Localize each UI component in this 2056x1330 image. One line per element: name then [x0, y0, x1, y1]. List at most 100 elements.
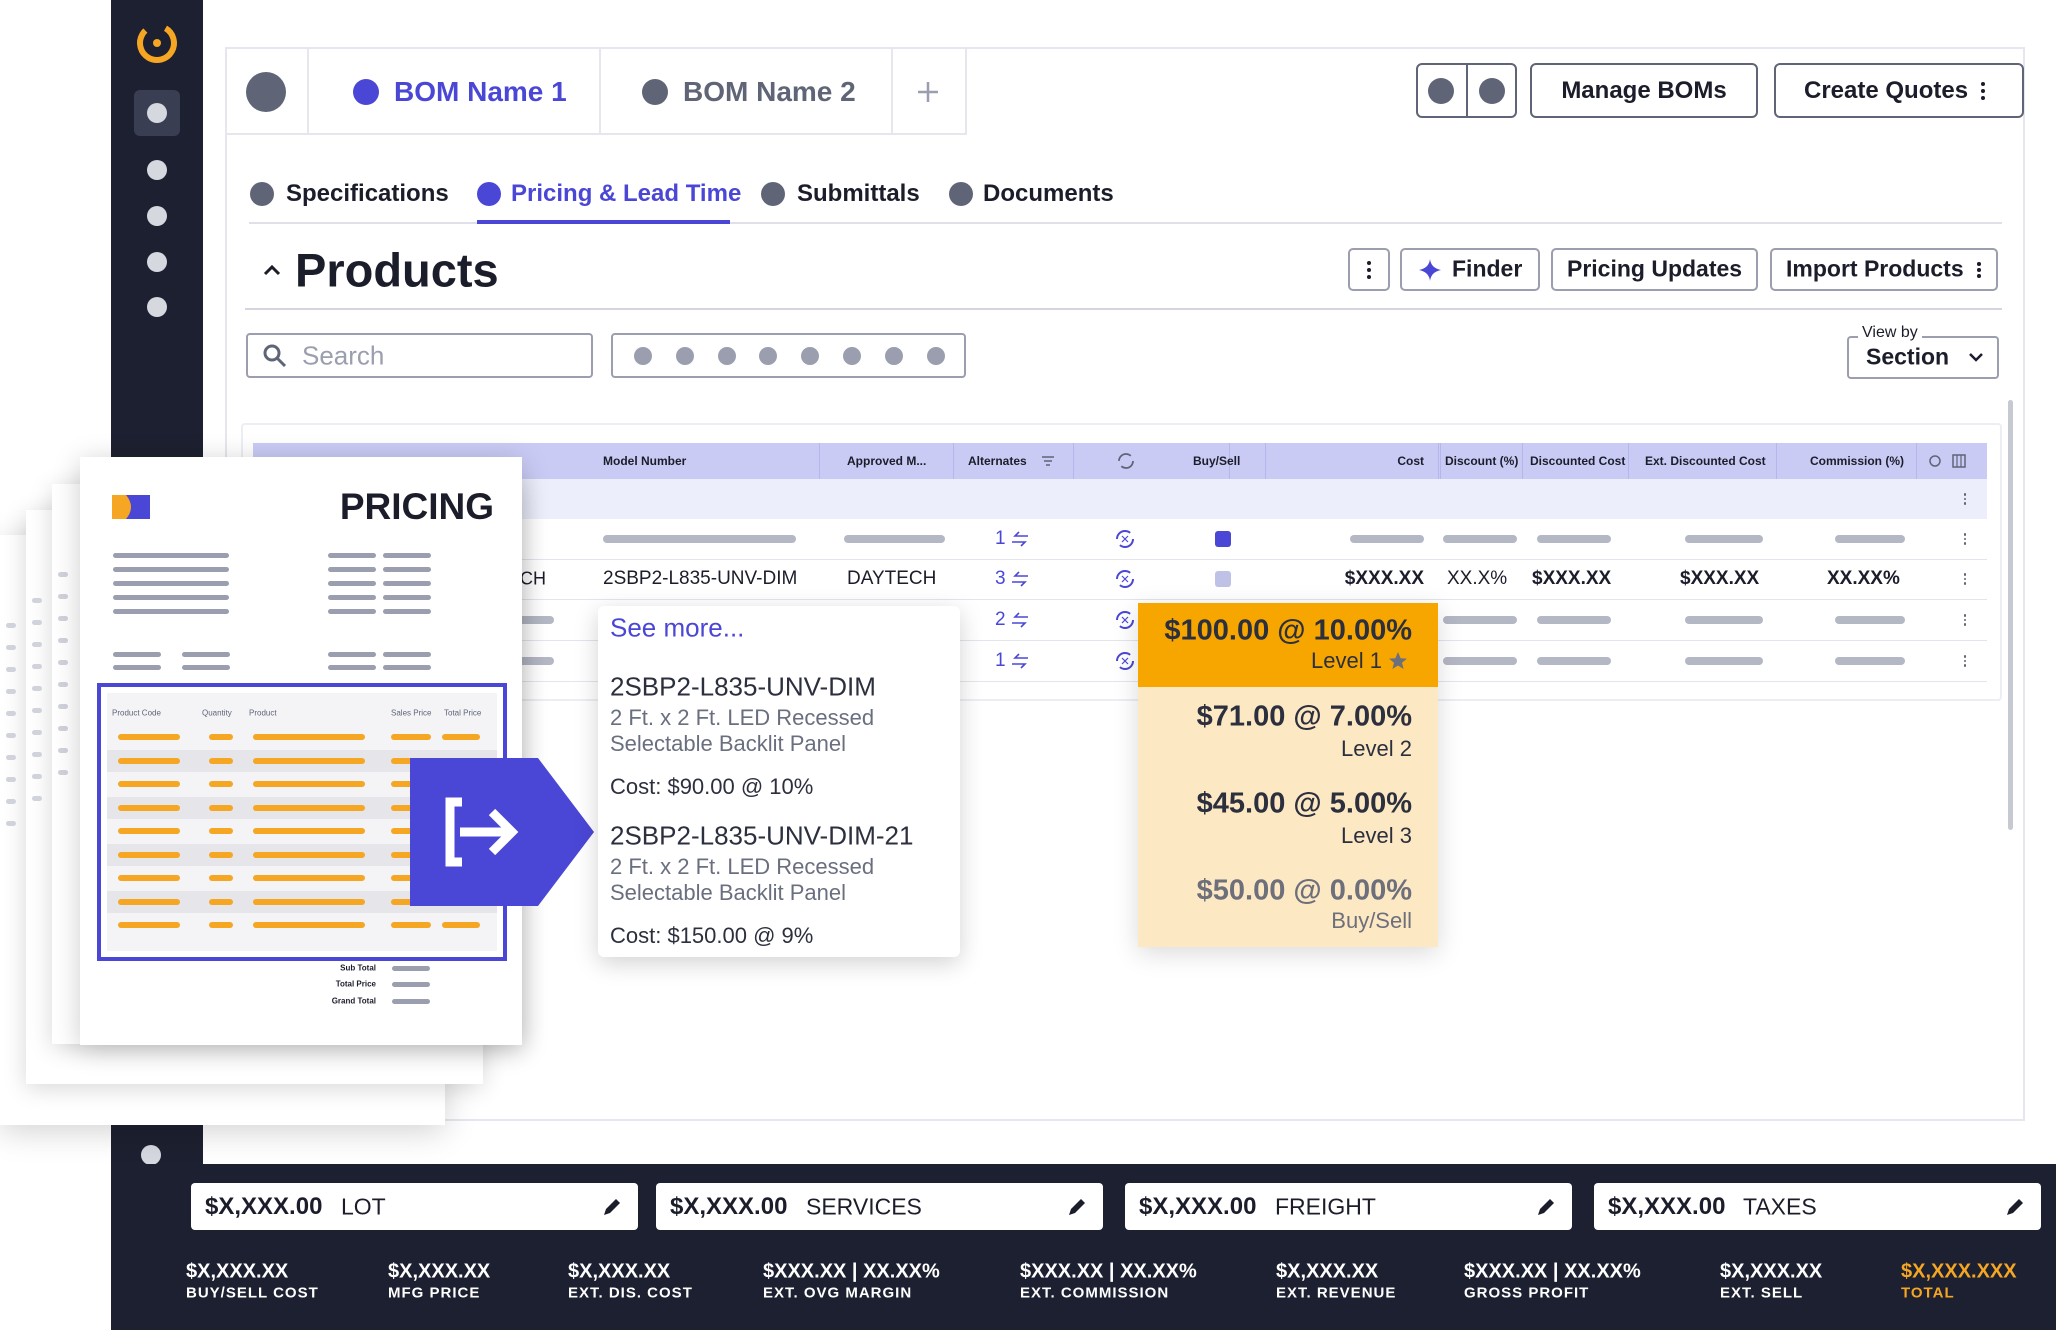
edit-icon — [1066, 1196, 1088, 1218]
search-icon — [262, 343, 288, 369]
edit-icon-icon — [604, 1199, 620, 1215]
dot — [642, 79, 668, 105]
adjustment-label: FREIGHT — [1275, 1193, 1376, 1220]
adjustment-input[interactable] — [1594, 1183, 2041, 1230]
alternates-count[interactable]: 1 — [995, 528, 1006, 549]
placeholder-bar — [209, 804, 233, 811]
alternates-count[interactable]: 1 — [995, 650, 1006, 671]
placeholder-bar — [118, 922, 180, 928]
doc-logo-icon — [112, 495, 150, 519]
cell: $XXX.XX — [1532, 568, 1612, 589]
subtab-line — [249, 222, 2002, 224]
header-button[interactable] — [1774, 63, 2024, 118]
placeholder-bar — [6, 732, 16, 738]
column-header: Discounted Cost — [1530, 454, 1626, 468]
header-button[interactable] — [1530, 63, 1758, 118]
total-label: TOTAL — [1901, 1284, 1955, 1302]
column-header: Commission (%) — [1810, 454, 1905, 468]
placeholder-bar — [58, 615, 68, 621]
star-icon — [1389, 652, 1407, 669]
price-level-price[interactable]: $71.00 @ 7.00% — [1196, 700, 1412, 733]
placeholder-bar — [383, 664, 431, 670]
subtab[interactable]: Documents — [983, 180, 1114, 207]
total-value: $X,XXX.XX — [568, 1260, 671, 1283]
cell: DAYTECH — [847, 568, 937, 589]
placeholder-bar — [6, 820, 16, 826]
toolbar-button[interactable] — [1551, 248, 1758, 291]
adjustment-input[interactable] — [656, 1183, 1103, 1230]
dot — [675, 347, 694, 365]
tab-divider — [965, 47, 967, 135]
placeholder-bar — [113, 580, 229, 586]
total-label: EXT. REVENUE — [1276, 1284, 1397, 1302]
kebab-button[interactable] — [1348, 248, 1390, 291]
placeholder-bar — [32, 773, 42, 779]
dot — [250, 182, 274, 206]
total-value: $X,XXX.XXX — [1901, 1260, 2017, 1283]
edit-icon — [2004, 1196, 2026, 1218]
sparkle-icon — [1419, 259, 1441, 281]
checkbox[interactable] — [1215, 571, 1231, 587]
placeholder-bar — [58, 593, 68, 599]
placeholder-bar — [392, 981, 430, 987]
total-label: EXT. COMMISSION — [1020, 1284, 1170, 1302]
checkbox[interactable] — [1215, 531, 1231, 547]
toolbar-button[interactable] — [1770, 248, 1998, 291]
placeholder-bar — [383, 580, 431, 586]
alternate-description: 2 Ft. x 2 Ft. LED Recessed Selectable Ba… — [610, 854, 875, 905]
placeholder-bar — [118, 828, 180, 834]
doc-header: Quantity — [202, 708, 232, 718]
tab[interactable]: BOM Name 2 — [683, 76, 856, 107]
placeholder-bar — [113, 651, 161, 657]
alternates-count[interactable]: 3 — [995, 568, 1006, 589]
dot — [1963, 502, 1967, 505]
see-more-link[interactable]: See more... — [610, 612, 745, 643]
placeholder-bar — [32, 751, 42, 757]
total-value: $XXX.XX | XX.XX% — [1464, 1260, 1641, 1283]
toolbar-button[interactable] — [1400, 248, 1540, 291]
placeholder-bar — [383, 552, 431, 558]
search-box[interactable] — [246, 333, 593, 378]
doc-header: Total Price — [444, 708, 482, 718]
placeholder-bar — [32, 597, 42, 603]
total-label: MFG PRICE — [388, 1284, 481, 1302]
total-value: $X,XXX.XX — [1720, 1260, 1823, 1283]
add-tab-icon — [918, 82, 938, 102]
placeholder-bar — [58, 571, 68, 577]
price-level-price[interactable]: $100.00 @ 10.00% — [1164, 614, 1412, 647]
placeholder-bar — [328, 580, 376, 586]
placeholder-bar — [442, 734, 480, 740]
subtab[interactable]: Submittals — [797, 180, 920, 207]
star — [1388, 651, 1408, 671]
placeholder-bar — [209, 898, 233, 905]
placeholder-bar — [182, 664, 230, 670]
placeholder-bar — [32, 729, 42, 735]
tab[interactable]: BOM Name 1 — [394, 76, 567, 107]
subtab[interactable]: Pricing & Lead Time — [511, 180, 742, 207]
dot — [1963, 542, 1967, 545]
alternates-popup: See more... 2SBP2-L835-UNV-DIM 2 Ft. x 2 F… — [598, 606, 960, 957]
placeholder-bar — [253, 898, 365, 905]
alternate-arrow — [1010, 531, 1030, 547]
column-divider — [953, 443, 954, 479]
dot — [1980, 88, 1986, 94]
search-placeholder: Search — [302, 340, 385, 371]
price-level-price[interactable]: $45.00 @ 5.00% — [1196, 787, 1412, 820]
column-divider — [1265, 443, 1266, 479]
dot — [147, 160, 167, 180]
placeholder-bar — [118, 781, 180, 787]
alternates-count[interactable]: 2 — [995, 609, 1006, 630]
dot — [1963, 532, 1967, 536]
view-by[interactable] — [1847, 336, 1999, 379]
subtab[interactable]: Specifications — [286, 180, 449, 207]
toolbar-button-label: Finder — [1452, 255, 1523, 282]
price-level-price[interactable]: $50.00 @ 0.00% — [1196, 874, 1412, 907]
row-line — [253, 640, 1987, 641]
toolbar-button-label: Import Products — [1786, 255, 1964, 282]
placeholder-bar — [1443, 657, 1517, 665]
adjustment-input[interactable] — [191, 1183, 638, 1230]
edit-icon-icon — [2007, 1199, 2023, 1215]
sync-header-icon — [1118, 453, 1134, 469]
adjustment-input[interactable] — [1125, 1183, 1572, 1230]
dot — [147, 252, 167, 272]
